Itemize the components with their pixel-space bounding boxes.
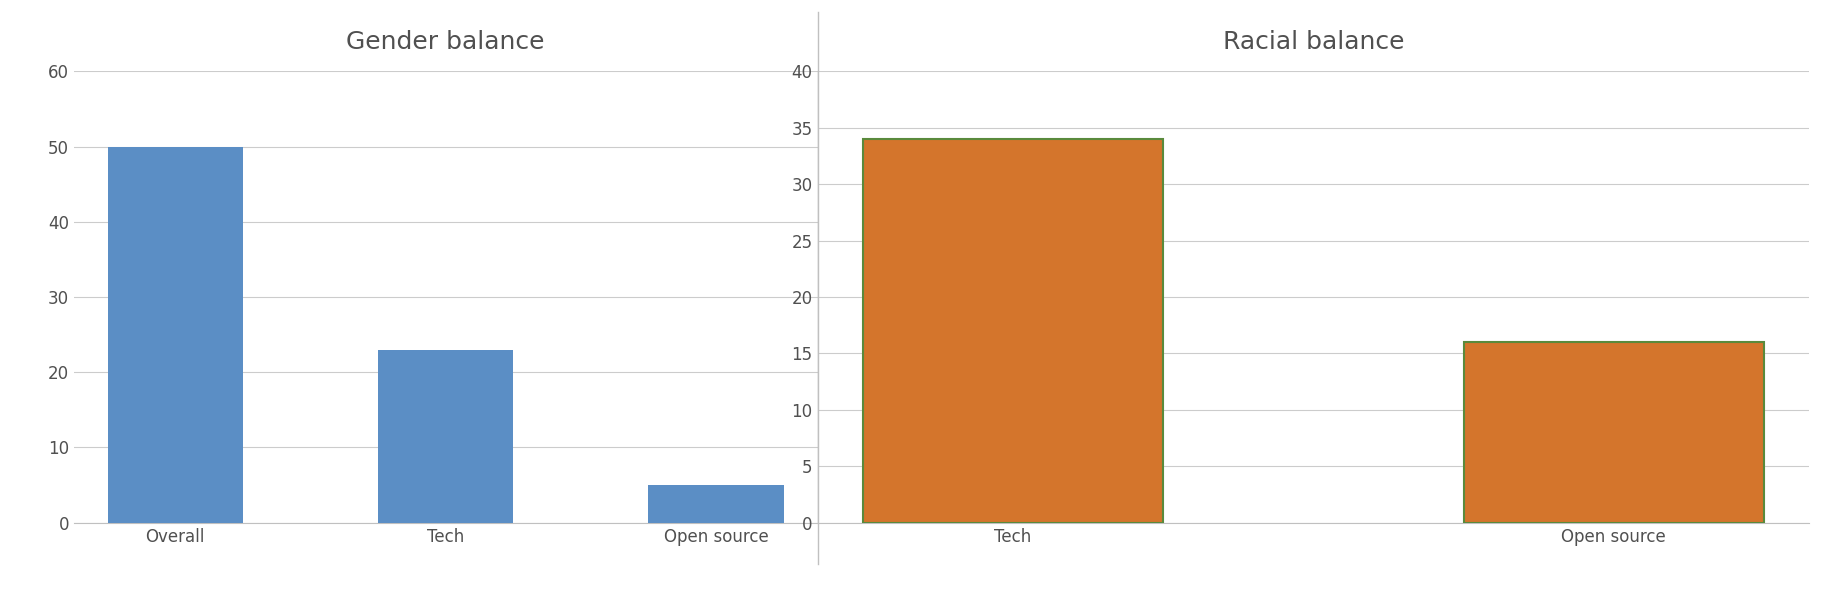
Title: Racial balance: Racial balance <box>1222 30 1405 54</box>
Bar <box>1464 342 1765 523</box>
Bar <box>378 350 513 523</box>
Title: Gender balance: Gender balance <box>347 30 545 54</box>
Bar <box>862 139 1163 523</box>
Bar <box>648 485 785 523</box>
Bar <box>107 147 244 523</box>
